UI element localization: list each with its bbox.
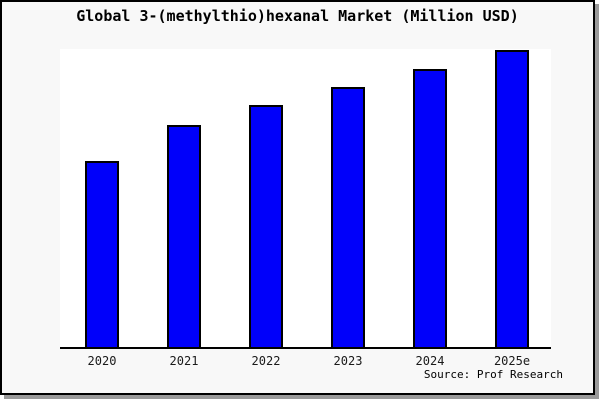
- bar-2025e: [495, 50, 529, 347]
- chart-title: Global 3-(methylthio)hexanal Market (Mil…: [76, 7, 519, 25]
- source-note: Source: Prof Research: [423, 368, 563, 381]
- bar-2024: [413, 69, 447, 347]
- x-tick-2024: 2024: [415, 354, 445, 368]
- x-tick-2021: 2021: [169, 354, 199, 368]
- x-tick-2025e: 2025e: [493, 354, 531, 368]
- bar-2022: [249, 105, 283, 347]
- x-tick-2020: 2020: [87, 354, 117, 368]
- bar-2023: [331, 87, 365, 347]
- x-tick-2022: 2022: [251, 354, 281, 368]
- x-tick-2023: 2023: [333, 354, 363, 368]
- bar-2020: [85, 161, 119, 347]
- plot-area: [60, 49, 551, 349]
- bar-2021: [167, 125, 201, 347]
- x-axis-labels: 2020 2021 2022 2023 2024 2025e: [60, 354, 551, 370]
- chart-frame: Global 3-(methylthio)hexanal Market (Mil…: [0, 0, 595, 395]
